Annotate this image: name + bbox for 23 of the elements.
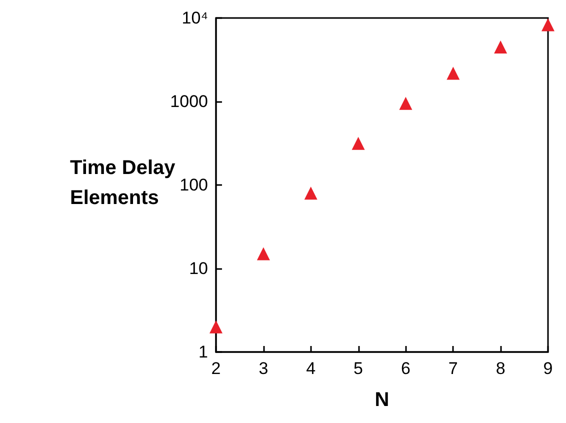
x-tick-label: 5 bbox=[354, 359, 364, 378]
point bbox=[210, 320, 222, 334]
point bbox=[542, 18, 554, 32]
y-tick-label: 1 bbox=[198, 342, 208, 362]
x-tick-label: 6 bbox=[400, 359, 410, 378]
point bbox=[399, 96, 412, 110]
point bbox=[446, 66, 460, 80]
x-tick-label: 3 bbox=[258, 359, 268, 378]
x-tick-label: 4 bbox=[306, 359, 316, 378]
point bbox=[256, 247, 270, 260]
x-tick-label: 2 bbox=[211, 359, 221, 378]
y-tick-label: 10⁴ bbox=[182, 8, 208, 28]
x-tick-label: 7 bbox=[448, 359, 458, 378]
point bbox=[304, 186, 318, 200]
point bbox=[494, 40, 508, 54]
y-tick-label: 1000 bbox=[170, 92, 208, 111]
y-tick-label: 10 bbox=[189, 259, 208, 278]
x-axis-title: N bbox=[374, 389, 390, 411]
x-tick-label: 8 bbox=[496, 359, 506, 378]
point bbox=[352, 136, 365, 150]
y-axis-title: Time Delay Elements bbox=[70, 157, 181, 209]
y-tick-label: 100 bbox=[180, 176, 208, 194]
x-tick-label: 9 bbox=[543, 359, 553, 378]
